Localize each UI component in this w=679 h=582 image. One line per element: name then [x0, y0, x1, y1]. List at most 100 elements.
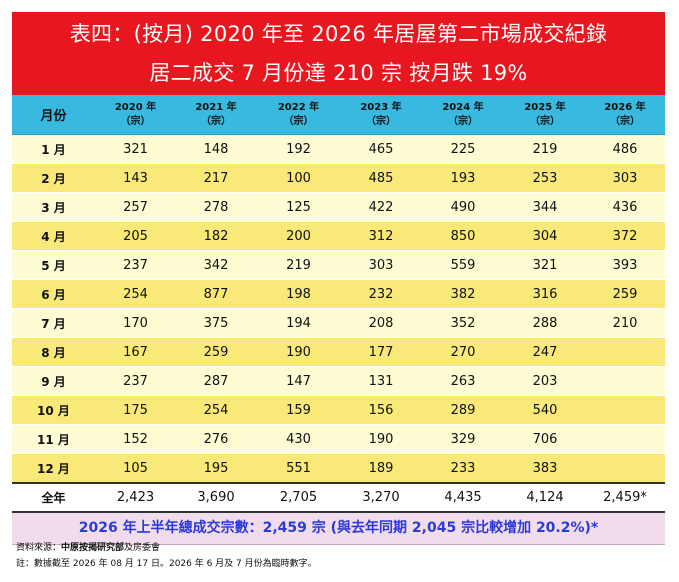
value-cell: 382: [421, 279, 505, 309]
value-cell: 551: [256, 453, 341, 484]
value-cell: 254: [95, 279, 176, 309]
value-cell: 316: [505, 279, 585, 309]
value-cell: 436: [585, 192, 665, 222]
value-cell: [585, 424, 665, 454]
value-cell: 270: [421, 337, 505, 367]
year-label: 2026 年: [604, 101, 646, 113]
total-value-cell: 4,435: [421, 482, 505, 513]
month-cell: 11 月: [12, 424, 95, 454]
year-column-header: 2025 年 （宗）: [505, 95, 585, 135]
year-column-header: 2021 年 （宗）: [176, 95, 256, 135]
value-cell: 393: [585, 250, 665, 280]
value-cell: 203: [505, 366, 585, 396]
month-cell: 8 月: [12, 337, 95, 367]
value-cell: 208: [341, 308, 421, 338]
table-row: 2 月 143 217 100 485 193 253 303: [12, 163, 665, 193]
year-column-header: 2020 年 （宗）: [95, 95, 176, 135]
value-cell: 490: [421, 192, 505, 222]
value-cell: 321: [505, 250, 585, 280]
value-cell: [585, 453, 665, 484]
source-prefix: 資料來源：: [16, 543, 62, 553]
value-cell: 288: [505, 308, 585, 338]
year-label: 2024 年: [442, 101, 484, 113]
value-cell: 190: [256, 337, 341, 367]
value-cell: 219: [505, 134, 585, 164]
total-value-cell: 3,690: [176, 482, 256, 513]
value-cell: 259: [585, 279, 665, 309]
value-cell: 177: [341, 337, 421, 367]
month-cell: 2 月: [12, 163, 95, 193]
value-cell: 257: [95, 192, 176, 222]
total-value-cell: 3,270: [341, 482, 421, 513]
year-label: 2020 年: [114, 101, 157, 113]
total-value-cell: 2,705: [256, 482, 341, 513]
value-cell: 100: [256, 163, 341, 193]
value-cell: 193: [421, 163, 505, 193]
value-cell: 263: [421, 366, 505, 396]
year-label: 2025 年: [524, 101, 566, 113]
value-cell: 105: [95, 453, 176, 484]
value-cell: 192: [256, 134, 341, 164]
value-cell: 706: [505, 424, 585, 454]
value-cell: 189: [341, 453, 421, 484]
table-row: 1 月 321 148 192 465 225 219 486: [12, 134, 665, 164]
table-row: 11 月 152 276 430 190 329 706: [12, 424, 665, 454]
total-value-cell: 2,459*: [585, 482, 665, 513]
value-cell: 167: [95, 337, 176, 367]
value-cell: 170: [95, 308, 176, 338]
value-cell: 276: [176, 424, 256, 454]
value-cell: 344: [505, 192, 585, 222]
value-cell: 210: [585, 308, 665, 338]
table-row: 3 月 257 278 125 422 490 344 436: [12, 192, 665, 222]
value-cell: 278: [176, 192, 256, 222]
month-cell: 6 月: [12, 279, 95, 309]
value-cell: 485: [341, 163, 421, 193]
value-cell: 329: [421, 424, 505, 454]
total-value-cell: 2,423: [95, 482, 176, 513]
value-cell: 205: [95, 221, 176, 251]
year-column-header: 2022 年 （宗）: [256, 95, 341, 135]
value-cell: 422: [341, 192, 421, 222]
year-column-header: 2023 年 （宗）: [341, 95, 421, 135]
month-cell: 3 月: [12, 192, 95, 222]
month-cell: 10 月: [12, 395, 95, 425]
title-banner: 表四：(按月) 2020 年至 2026 年居屋第二市場成交紀錄 居二成交 7 …: [12, 12, 665, 95]
year-column-header: 2024 年 （宗）: [421, 95, 505, 135]
unit-label: （宗）: [283, 115, 314, 127]
value-cell: 465: [341, 134, 421, 164]
value-cell: 247: [505, 337, 585, 367]
value-cell: 147: [256, 366, 341, 396]
value-cell: 237: [95, 366, 176, 396]
unit-label: （宗）: [366, 115, 396, 127]
value-cell: 200: [256, 221, 341, 251]
month-cell: 9 月: [12, 366, 95, 396]
value-cell: 312: [341, 221, 421, 251]
table-body: 1 月 321 148 192 465 225 219 486 2 月 143 217 100 485 1…: [12, 134, 665, 513]
value-cell: 287: [176, 366, 256, 396]
value-cell: 233: [421, 453, 505, 484]
value-cell: 237: [95, 250, 176, 280]
year-column-header: 2026 年 （宗）: [585, 95, 665, 135]
month-cell: 7 月: [12, 308, 95, 338]
value-cell: 182: [176, 221, 256, 251]
year-label: 2022 年: [277, 101, 320, 113]
source-bold: 中原按揭研究部: [61, 543, 125, 553]
table-row: 5 月 237 342 219 303 559 321 393: [12, 250, 665, 280]
unit-label: （宗）: [530, 115, 560, 127]
value-cell: 540: [505, 395, 585, 425]
value-cell: 289: [421, 395, 505, 425]
table-row: 10 月 175 254 159 156 289 540: [12, 395, 665, 425]
value-cell: 148: [176, 134, 256, 164]
value-cell: 198: [256, 279, 341, 309]
table-title: 表四：(按月) 2020 年至 2026 年居屋第二市場成交紀錄: [69, 22, 608, 46]
value-cell: 304: [505, 221, 585, 251]
month-cell: 1 月: [12, 134, 95, 164]
value-cell: 190: [341, 424, 421, 454]
table-row: 7 月 170 375 194 208 352 288 210: [12, 308, 665, 338]
report-table-container: 表四：(按月) 2020 年至 2026 年居屋第二市場成交紀錄 居二成交 7 …: [12, 12, 665, 545]
value-cell: 850: [421, 221, 505, 251]
header-row: 月份 2020 年（宗） 2021 年（宗） 2022 年（宗） 2023 年（宗） 2…: [12, 95, 665, 135]
month-cell: 5 月: [12, 250, 95, 280]
total-row: 全年 2,423 3,690 2,705 3,270 4,435 4,124 2,459*: [12, 482, 665, 513]
value-cell: 194: [256, 308, 341, 338]
